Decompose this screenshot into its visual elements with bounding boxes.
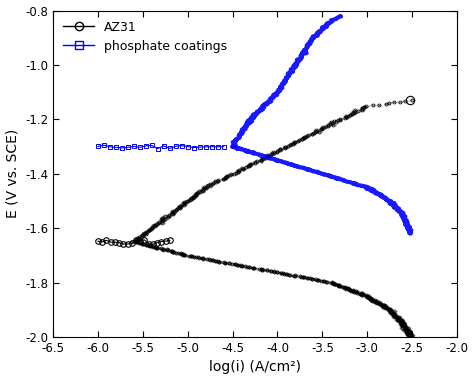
Y-axis label: E (V vs. SCE): E (V vs. SCE) (6, 129, 19, 218)
X-axis label: log(i) (A/cm²): log(i) (A/cm²) (209, 361, 301, 374)
Legend: AZ31, phosphate coatings: AZ31, phosphate coatings (59, 17, 231, 57)
